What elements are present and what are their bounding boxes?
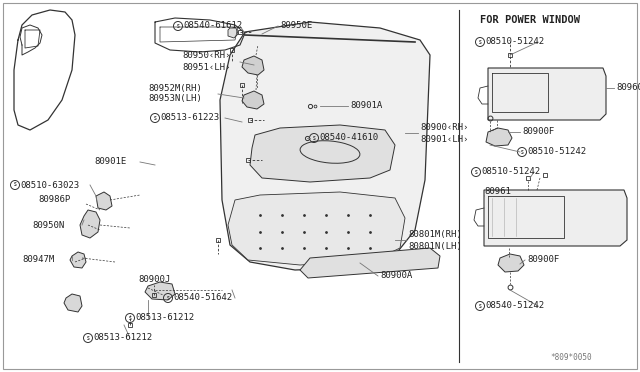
Polygon shape (250, 125, 395, 182)
Text: 80950‹RH›: 80950‹RH› (182, 51, 230, 61)
Polygon shape (70, 252, 86, 268)
Text: S: S (177, 23, 179, 29)
Polygon shape (228, 192, 405, 265)
Text: 80947M: 80947M (22, 256, 54, 264)
Text: 80901E: 80901E (94, 157, 126, 167)
Text: S: S (86, 336, 90, 340)
Text: 80900F: 80900F (527, 256, 559, 264)
Polygon shape (242, 56, 264, 75)
Text: 80951‹LH›: 80951‹LH› (182, 64, 230, 73)
Text: 80901‹LH›: 80901‹LH› (420, 135, 468, 144)
Text: 08513-61223: 08513-61223 (161, 113, 220, 122)
Polygon shape (242, 91, 264, 109)
Polygon shape (488, 68, 606, 120)
Text: 08510-63023: 08510-63023 (20, 180, 79, 189)
Text: 80950N: 80950N (32, 221, 64, 230)
Text: S: S (129, 315, 131, 321)
Text: 80950E: 80950E (280, 22, 312, 31)
Text: 80900‹RH›: 80900‹RH› (420, 124, 468, 132)
Text: S: S (312, 135, 316, 141)
Text: 08540-51242: 08540-51242 (486, 301, 545, 311)
Text: 08513-61212: 08513-61212 (93, 334, 152, 343)
Text: S: S (475, 170, 477, 174)
Polygon shape (484, 190, 627, 246)
Polygon shape (486, 128, 512, 146)
Polygon shape (498, 254, 524, 272)
Text: 08540-41610: 08540-41610 (319, 134, 379, 142)
Text: 08540-61612: 08540-61612 (184, 22, 243, 31)
Text: 08513-61212: 08513-61212 (136, 314, 195, 323)
Polygon shape (96, 192, 112, 210)
Text: S: S (166, 295, 170, 301)
Polygon shape (228, 28, 238, 38)
Text: 80986P: 80986P (38, 196, 70, 205)
Text: FOR POWER WINDOW: FOR POWER WINDOW (480, 15, 580, 25)
Text: 80961: 80961 (484, 187, 511, 196)
Polygon shape (80, 210, 100, 238)
Polygon shape (220, 22, 430, 270)
Text: 80901A: 80901A (350, 102, 382, 110)
Polygon shape (145, 282, 175, 300)
Text: S: S (154, 115, 156, 121)
Text: 80960: 80960 (616, 83, 640, 93)
Text: 80952M(RH): 80952M(RH) (148, 83, 202, 93)
Text: 80801N(LH): 80801N(LH) (408, 241, 461, 250)
Text: S: S (520, 150, 524, 154)
Text: 80900A: 80900A (380, 272, 412, 280)
Text: 80801M(RH): 80801M(RH) (408, 231, 461, 240)
Text: 08510-51242: 08510-51242 (481, 167, 541, 176)
Text: S: S (479, 304, 481, 308)
Text: 08540-51642: 08540-51642 (173, 294, 232, 302)
Polygon shape (64, 294, 82, 312)
Text: 08510-51242: 08510-51242 (527, 148, 587, 157)
Polygon shape (300, 248, 440, 278)
Polygon shape (233, 48, 246, 58)
Text: *809*0050: *809*0050 (550, 353, 591, 362)
Text: 80953N(LH): 80953N(LH) (148, 94, 202, 103)
Text: 80900F: 80900F (522, 128, 554, 137)
Text: S: S (479, 39, 481, 45)
Text: S: S (13, 183, 17, 187)
Text: 08510-51242: 08510-51242 (486, 38, 545, 46)
Text: 80900J: 80900J (138, 276, 170, 285)
